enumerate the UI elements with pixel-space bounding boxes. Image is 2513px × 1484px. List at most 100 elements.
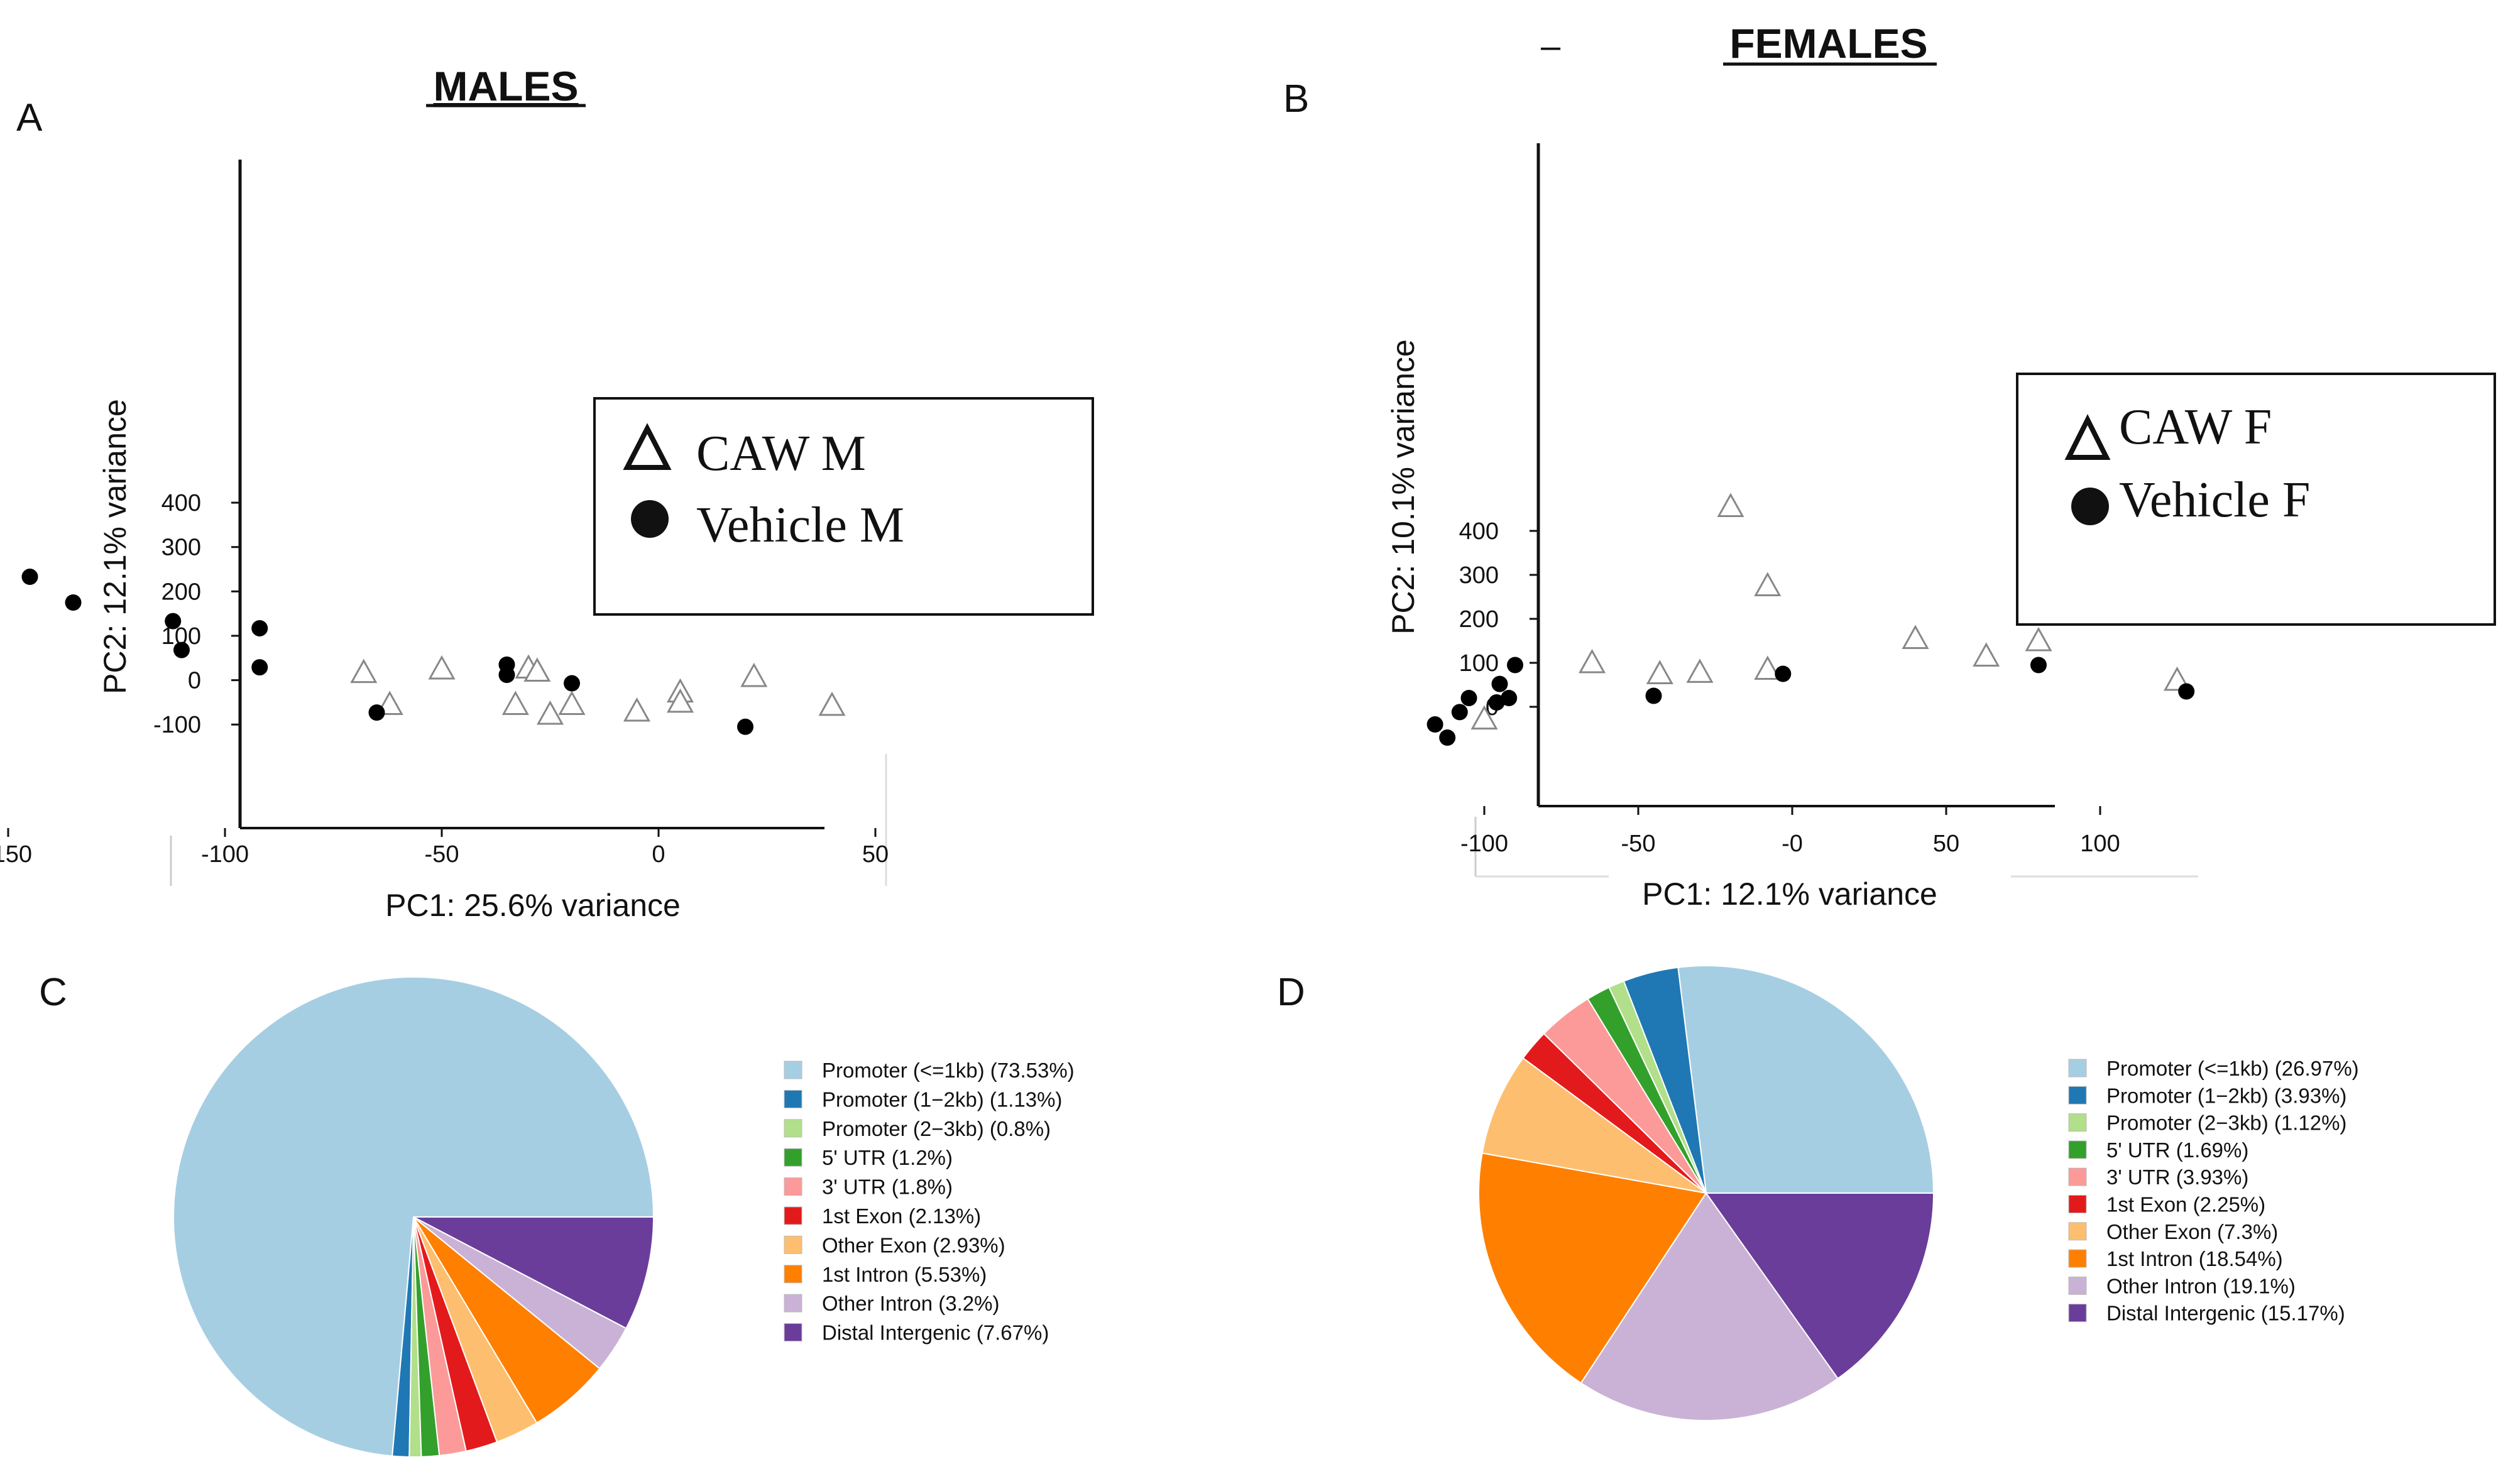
stray-dash: – (1541, 26, 1561, 65)
vehicle-point (21, 569, 38, 586)
x-tick-label: -50 (425, 841, 459, 868)
legend-label: Promoter (1−2kb) (3.93%) (2106, 1084, 2346, 1107)
panel-c-letter: C (39, 971, 67, 1014)
legend-circle-icon (631, 500, 669, 538)
vehicle-point (1426, 716, 1443, 733)
caw-point (740, 662, 768, 687)
legend-label: Other Exon (7.3%) (2106, 1220, 2278, 1243)
vehicle-point (1491, 675, 1508, 692)
caw-point (1754, 655, 1782, 680)
males-annotation-pie: Promoter (<=1kb) (73.53%) Promoter (1−2kb… (173, 976, 1075, 1458)
legend-swatch (2068, 1249, 2087, 1268)
vehicle-point (1451, 704, 1468, 721)
legend-entry: CAW F (2119, 400, 2272, 455)
pie-slice (413, 1216, 601, 1424)
x-tick-label: -0 (1782, 831, 1803, 857)
pie-slice (1478, 1152, 1707, 1384)
legend-label: Distal Intergenic (15.17%) (2106, 1302, 2345, 1325)
legend-swatch (784, 1177, 802, 1196)
legend-swatch (784, 1089, 802, 1108)
vehicle-point (564, 675, 580, 692)
caw-point (1754, 572, 1782, 596)
legend-triangle-icon (2064, 414, 2111, 460)
legend-entry: CAW M (696, 426, 866, 481)
legend-swatch (2068, 1140, 2087, 1159)
vehicle-point (1775, 665, 1792, 682)
y-axis-label: PC2: 12.1% variance (97, 399, 133, 694)
legend-swatch (2068, 1195, 2087, 1213)
pie-slice (413, 1216, 655, 1329)
legend-label: Other Exon (2.93%) (822, 1233, 1005, 1257)
legend-label: Other Intron (3.2%) (822, 1292, 999, 1315)
pie-slice (1481, 1057, 1707, 1194)
caw-point (1717, 493, 1744, 517)
vehicle-point (1501, 690, 1518, 706)
y-tick-label: 400 (1459, 518, 1499, 545)
panel-a-letter: A (16, 96, 43, 139)
vehicle-point (1439, 729, 1456, 746)
caw-point (1973, 642, 2000, 667)
legend-entry: Vehicle F (2119, 472, 2310, 528)
x-tick-label: -100 (201, 841, 249, 868)
y-tick-label: 300 (1459, 562, 1499, 589)
caw-point (818, 691, 846, 716)
legend-label: Promoter (<=1kb) (26.97%) (2106, 1057, 2359, 1080)
pie-slice (1677, 965, 1935, 1194)
legend-swatch (2068, 1086, 2087, 1105)
vehicle-point (65, 594, 82, 611)
caw-point (536, 700, 564, 725)
x-tick-label: 0 (652, 841, 665, 868)
y-tick-label: 200 (162, 579, 201, 605)
legend-label: 1st Intron (18.54%) (2106, 1247, 2283, 1270)
caw-point (623, 697, 651, 722)
vehicle-point (251, 659, 268, 676)
caw-point (501, 690, 529, 715)
y-tick-label: 400 (162, 490, 201, 516)
vehicle-point (498, 667, 515, 684)
vehicle-point (1645, 687, 1662, 704)
legend-label: 5' UTR (1.69%) (2106, 1138, 2248, 1162)
x-tick-label: 50 (1933, 831, 1959, 857)
caw-point (1902, 625, 1929, 649)
y-tick-label: -100 (153, 712, 201, 738)
legend-entry: Vehicle M (696, 498, 904, 553)
vehicle-point (1460, 690, 1477, 706)
vehicle-point (1488, 694, 1505, 711)
legend: CAW F Vehicle F (2016, 373, 2496, 626)
y-tick-label: 300 (162, 535, 201, 561)
y-tick-label: 100 (1459, 650, 1499, 677)
vehicle-point (1507, 657, 1523, 674)
x-tick-label: 100 (2080, 831, 2120, 857)
caw-point (428, 655, 456, 680)
vehicle-point (173, 641, 190, 658)
legend-swatch (2068, 1059, 2087, 1078)
legend-label: Promoter (<=1kb) (73.53%) (822, 1059, 1075, 1082)
x-tick-label: 50 (862, 841, 889, 868)
caw-point (1646, 660, 1673, 684)
females-annotation-pie: Promoter (<=1kb) (26.97%) Promoter (1−2kb… (1478, 965, 2359, 1421)
x-tick-label: -150 (0, 841, 32, 868)
females-pca-plot: -100-50-0501000100200300400 PC1: 12.1% v… (1386, 143, 2496, 912)
y-tick-label: 0 (188, 668, 201, 694)
legend-swatch (784, 1206, 802, 1225)
legend-swatch (784, 1265, 802, 1284)
y-axis-label: PC2: 10.1% variance (1386, 339, 1421, 635)
legend-swatch (784, 1323, 802, 1342)
males-title: MALES (434, 63, 579, 109)
caw-point (666, 688, 694, 713)
legend-swatch (2068, 1304, 2087, 1323)
caw-point (350, 658, 378, 684)
legend-swatch (2068, 1276, 2087, 1295)
females-title: FEMALES (1729, 20, 1927, 67)
legend-swatch (784, 1119, 802, 1138)
legend-swatch (784, 1061, 802, 1079)
vehicle-point (2178, 683, 2195, 700)
x-axis-label: PC1: 12.1% variance (1642, 876, 1937, 912)
legend-swatch (2068, 1167, 2087, 1186)
caw-point (523, 657, 551, 682)
caw-point (1470, 705, 1498, 730)
x-axis-label: PC1: 25.6% variance (385, 888, 681, 923)
vehicle-point (165, 613, 182, 630)
